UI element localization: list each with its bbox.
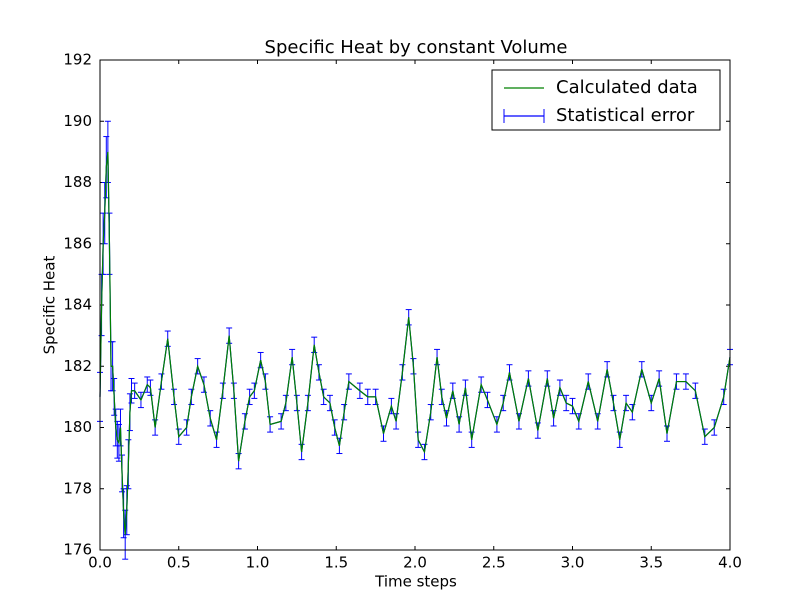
y-tick-label: 180	[63, 418, 92, 436]
x-tick-label: 1.5	[324, 554, 348, 572]
y-axis-label: Specific Heat	[41, 256, 59, 355]
x-axis-label: Time steps	[374, 573, 457, 591]
legend-label: Calculated data	[556, 77, 698, 98]
y-tick-label: 182	[63, 357, 92, 375]
x-tick-label: 4.0	[718, 554, 742, 572]
x-tick-label: 1.0	[246, 554, 270, 572]
data-line	[99, 151, 731, 535]
y-tick-label: 188	[63, 173, 92, 191]
plot-frame	[99, 59, 731, 551]
y-tick-label: 186	[63, 234, 92, 252]
x-tick-label: 2.5	[482, 554, 506, 572]
y-tick-label: 176	[63, 541, 92, 559]
x-tick-label: 0.0	[88, 554, 112, 572]
y-tick-label: 192	[63, 51, 92, 69]
x-tick-label: 0.5	[167, 554, 191, 572]
legend-box	[491, 69, 721, 131]
x-tick-label: 2.0	[403, 554, 427, 572]
chart-title: Specific Heat by constant Volume	[265, 37, 568, 58]
legend-label: Statistical error	[556, 105, 695, 126]
x-tick-label: 3.0	[561, 554, 585, 572]
y-tick-label: 178	[63, 479, 92, 497]
x-tick-label: 3.5	[639, 554, 663, 572]
y-tick-label: 190	[63, 112, 92, 130]
y-tick-label: 184	[63, 296, 92, 314]
